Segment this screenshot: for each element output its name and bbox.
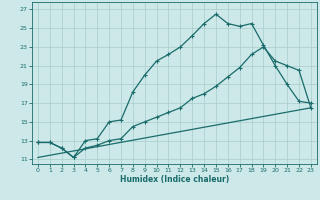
X-axis label: Humidex (Indice chaleur): Humidex (Indice chaleur) [120,175,229,184]
